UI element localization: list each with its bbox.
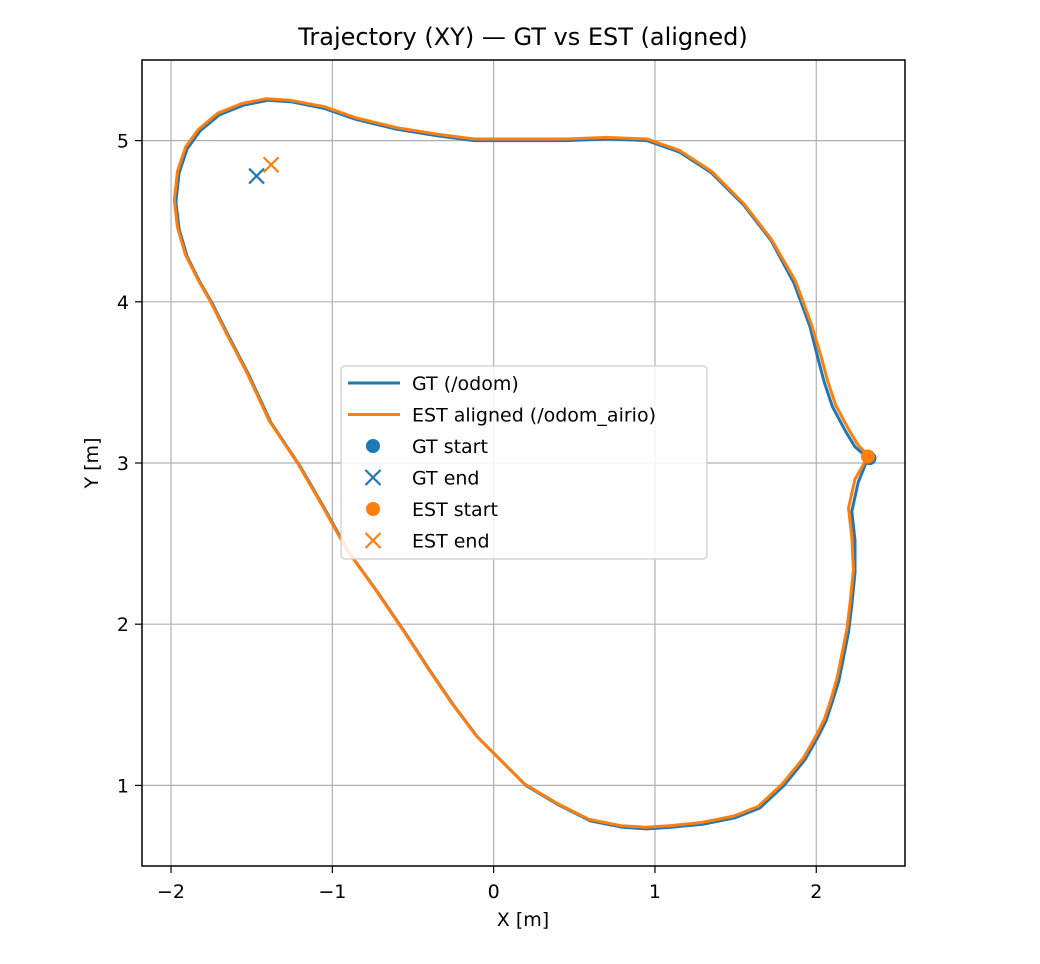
series-line-est: [172, 97, 870, 829]
y-tick-label: 2: [117, 614, 129, 636]
y-tick-label: 3: [117, 453, 129, 475]
gt-end-marker-stroke: [248, 167, 265, 185]
est-end-marker-stroke: [262, 156, 280, 174]
chart-title: Trajectory (XY) — GT vs EST (aligned): [297, 23, 747, 51]
legend-item-est-start: EST start: [366, 499, 498, 521]
legend-label: EST start: [412, 499, 498, 521]
x-tick-label: −1: [318, 881, 346, 903]
legend-item-gt-start: GT start: [366, 436, 488, 458]
legend-circle-swatch: [366, 439, 380, 453]
legend-circle-swatch: [366, 502, 380, 516]
x-tick-label: 1: [649, 881, 661, 903]
legend-x-swatch-stroke: [364, 469, 382, 486]
y-tick-label: 1: [117, 775, 129, 797]
est-end-marker: [262, 156, 280, 174]
marker-layer: [248, 156, 877, 466]
legend-box: [340, 365, 708, 560]
x-axis-label: X [m]: [497, 909, 549, 931]
legend-label: GT end: [412, 468, 479, 490]
legend-item-gt-odom: GT (/odom): [348, 373, 519, 395]
axis-ticks: −2 −1 0 1 2 1 2 3 4 5: [117, 131, 822, 903]
est-start-marker: [860, 449, 875, 464]
legend-item-est-end: EST end: [364, 531, 490, 553]
x-tick-label: −2: [157, 881, 185, 903]
gt-end-marker: [248, 167, 265, 185]
legend-label: GT start: [412, 436, 488, 458]
y-axis-label: Y [m]: [81, 438, 103, 490]
legend-item-est-aligned-odom-airio: EST aligned (/odom_airio): [348, 405, 656, 427]
legend-label: EST aligned (/odom_airio): [412, 405, 656, 427]
legend-label: GT (/odom): [412, 373, 519, 395]
legend-x-swatch: [364, 532, 382, 549]
series-layer: [172, 97, 870, 831]
x-tick-label: 2: [810, 881, 822, 903]
legend: GT (/odom) EST aligned (/odom_airio) GT st…: [340, 365, 708, 560]
legend-item-gt-end: GT end: [364, 468, 479, 490]
legend-x-swatch: [364, 469, 382, 486]
y-tick-label: 4: [117, 292, 129, 314]
x-tick-label: 0: [488, 881, 500, 903]
y-tick-label: 5: [117, 131, 129, 153]
legend-label: EST end: [412, 531, 490, 553]
legend-x-swatch-stroke: [364, 532, 382, 549]
